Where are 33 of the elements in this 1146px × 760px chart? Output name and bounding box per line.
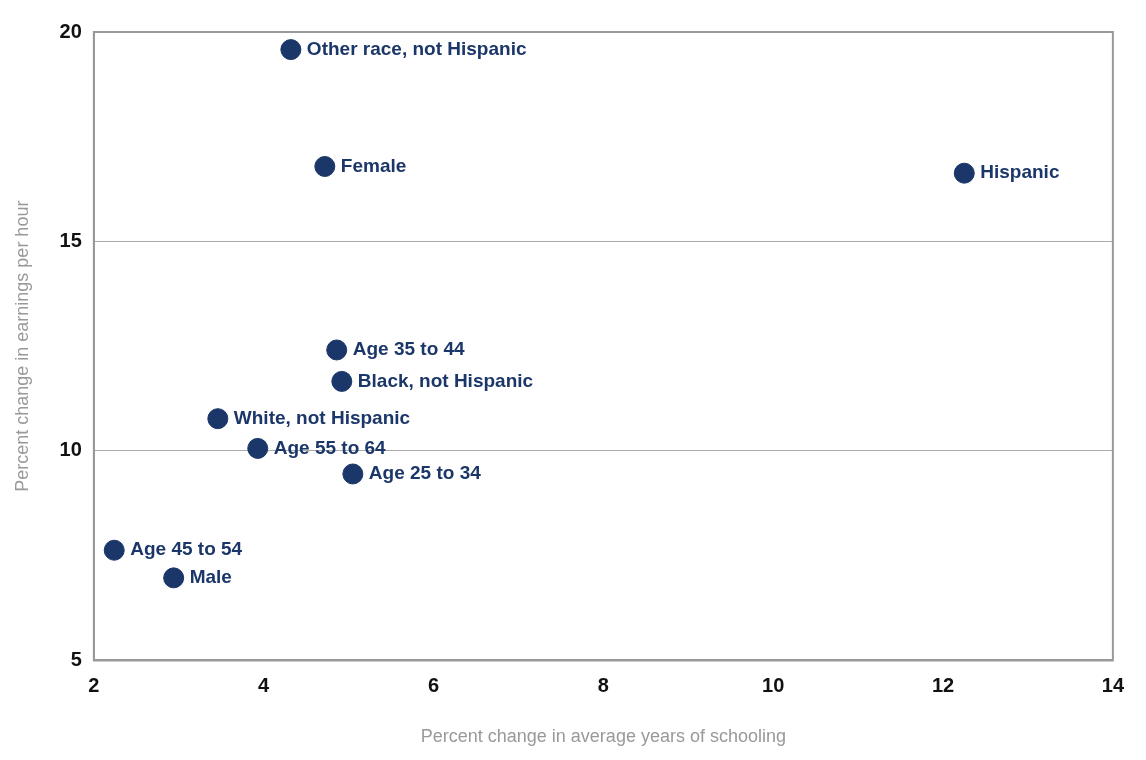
- x-tick-label: 10: [762, 673, 785, 696]
- y-axis-title: Percent change in earnings per hour: [11, 200, 32, 492]
- annotation: White, not Hispanic: [233, 406, 411, 428]
- point: [331, 370, 353, 392]
- x-tick-label: 6: [427, 673, 440, 696]
- x-tick-label: 8: [597, 673, 609, 696]
- point: [326, 339, 348, 361]
- annotation: Age 25 to 34: [368, 462, 482, 484]
- x-axis-title: Percent change in average years of schooling: [420, 726, 786, 747]
- annotation: Hispanic: [980, 161, 1060, 183]
- point: [247, 437, 269, 459]
- annotation: Age 55 to 64: [273, 436, 387, 458]
- x-tick-label: 14: [1101, 673, 1125, 696]
- y-tick-label: 15: [59, 228, 82, 251]
- point: [163, 567, 185, 589]
- x-tick-label: 2: [88, 673, 100, 696]
- y-tick-label: 20: [59, 19, 82, 42]
- point: [103, 539, 125, 561]
- x-tick-label: 12: [931, 673, 955, 696]
- annotation: Age 45 to 54: [130, 538, 243, 560]
- point: [314, 155, 336, 177]
- point: [207, 408, 229, 430]
- y-tick-label: 5: [70, 647, 82, 670]
- point: [342, 463, 364, 485]
- annotation: Female: [340, 154, 407, 176]
- point: [953, 162, 975, 184]
- x-tick-label: 4: [258, 673, 271, 696]
- annotation: Age 35 to 44: [352, 338, 466, 360]
- annotation: Black, not Hispanic: [357, 369, 534, 391]
- y-tick-label: 10: [59, 438, 82, 461]
- annotation: Male: [189, 566, 232, 588]
- annotation: Other race, not Hispanic: [306, 37, 527, 59]
- point: [280, 39, 302, 61]
